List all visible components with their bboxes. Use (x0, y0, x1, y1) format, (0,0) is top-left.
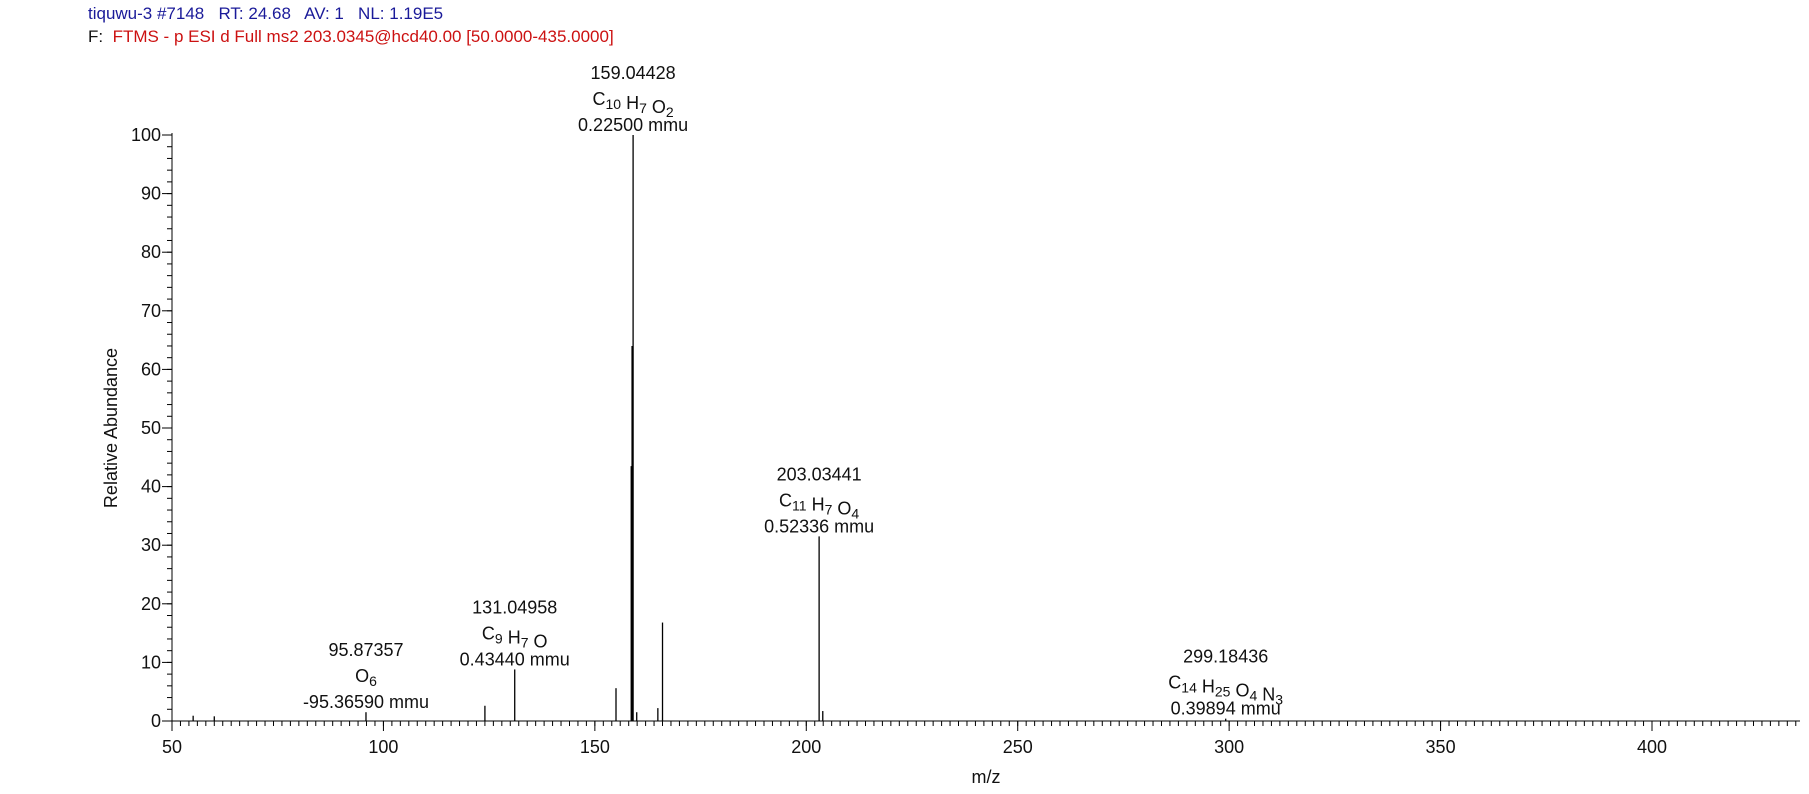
filter-line: F: FTMS - p ESI d Full ms2 203.0345@hcd4… (88, 27, 614, 47)
av-value: 1 (334, 4, 344, 23)
peak-annotation: 95.87357 O6 -95.36590 mmu (303, 640, 429, 712)
peak-error-label: 0.39894 mmu (1171, 699, 1281, 719)
peak-mz-label: 131.04958 (472, 597, 557, 617)
x-tick-label: 150 (580, 737, 610, 757)
formula-element: C (1168, 673, 1181, 693)
y-tick-label: 40 (141, 477, 161, 497)
peak-error-label: 0.52336 mmu (764, 516, 874, 536)
rt-value: 24.68 (248, 4, 291, 23)
y-tick-label: 10 (141, 652, 161, 672)
formula-subscript: 6 (369, 673, 377, 689)
formula-element: C (482, 623, 495, 643)
peak-mz-label: 299.18436 (1183, 647, 1268, 667)
x-tick-label: 250 (1003, 737, 1033, 757)
formula-subscript: 2 (666, 104, 674, 120)
x-tick-label: 200 (791, 737, 821, 757)
x-tick-label: 300 (1214, 737, 1244, 757)
formula-element: H (503, 627, 521, 647)
formula-element: O (529, 631, 548, 651)
formula-subscript: 3 (1275, 692, 1283, 708)
filter-label: F: (88, 27, 104, 46)
formula-subscript: 4 (851, 505, 859, 521)
formula-element: O (1230, 681, 1249, 701)
formula-subscript: 9 (495, 630, 503, 646)
y-tick-label: 30 (141, 535, 161, 555)
formula-subscript: 7 (825, 501, 833, 517)
peak-formula-label: C14 H25 O4 N3 (1168, 673, 1283, 708)
y-tick-label: 80 (141, 242, 161, 262)
x-axis-title: m/z (972, 767, 1001, 787)
x-tick-label: 400 (1637, 737, 1667, 757)
formula-subscript: 10 (606, 96, 622, 112)
formula-subscript: 7 (521, 634, 529, 650)
peak-error-label: 0.43440 mmu (460, 649, 570, 669)
formula-element: N (1257, 685, 1275, 705)
rt-label: RT: (218, 4, 244, 23)
formula-subscript: 14 (1181, 680, 1197, 696)
x-tick-label: 350 (1426, 737, 1456, 757)
formula-subscript: 4 (1249, 688, 1257, 704)
formula-element: H (1197, 677, 1215, 697)
peak-formula-label: O6 (355, 666, 377, 689)
formula-element: O (832, 498, 851, 518)
formula-element: O (647, 97, 666, 117)
y-tick-label: 20 (141, 594, 161, 614)
formula-element: C (779, 490, 792, 510)
peak-mz-label: 159.04428 (591, 63, 676, 83)
nl-value: 1.19E5 (389, 4, 444, 23)
peak-formula-label: C10 H7 O2 (593, 89, 674, 120)
nl-label: NL: (358, 4, 385, 23)
chart-axes: 0 10 20 30 40 50 60 70 80 90 100 50 100 150 200 250 300 3… (101, 125, 1800, 787)
av-label: AV: (304, 4, 330, 23)
x-tick-label: 50 (162, 737, 182, 757)
formula-subscript: 11 (792, 497, 807, 513)
formula-element: H (807, 494, 825, 514)
filter-text: FTMS - p ESI d Full ms2 203.0345@hcd40.0… (112, 27, 614, 46)
scan-header: tiquwu-3 #7148 RT: 24.68 AV: 1 NL: 1.19E… (88, 4, 443, 24)
y-tick-label: 100 (131, 125, 161, 145)
peak-mz-label: 203.03441 (777, 464, 862, 484)
peak-annotation: 203.03441 C11 H7 O40.52336 mmu (764, 464, 874, 536)
formula-element: C (593, 89, 606, 109)
peak-annotation: 159.04428 C10 H7 O20.22500 mmu (578, 63, 688, 135)
x-tick-label: 100 (368, 737, 398, 757)
peak-error-label: 0.22500 mmu (578, 115, 688, 135)
y-axis-title: Relative Abundance (101, 348, 121, 508)
formula-subscript: 25 (1215, 684, 1231, 700)
y-tick-label: 0 (151, 711, 161, 731)
y-tick-label: 50 (141, 418, 161, 438)
formula-element: H (621, 93, 639, 113)
y-tick-label: 70 (141, 301, 161, 321)
peak-error-label: -95.36590 mmu (303, 692, 429, 712)
peak-annotation: 131.04958 C9 H7 O0.43440 mmu (460, 597, 570, 669)
y-tick-label: 60 (141, 359, 161, 379)
peak-formula-label: C9 H7 O (482, 623, 548, 651)
peak-formula-label: C11 H7 O4 (779, 490, 859, 521)
file-scan-id: tiquwu-3 #7148 (88, 4, 205, 23)
peak-mz-label: 95.87357 (328, 640, 403, 660)
peak-series (192, 135, 1227, 721)
y-tick-label: 90 (141, 184, 161, 204)
formula-element: O (355, 666, 369, 686)
formula-subscript: 7 (639, 100, 647, 116)
